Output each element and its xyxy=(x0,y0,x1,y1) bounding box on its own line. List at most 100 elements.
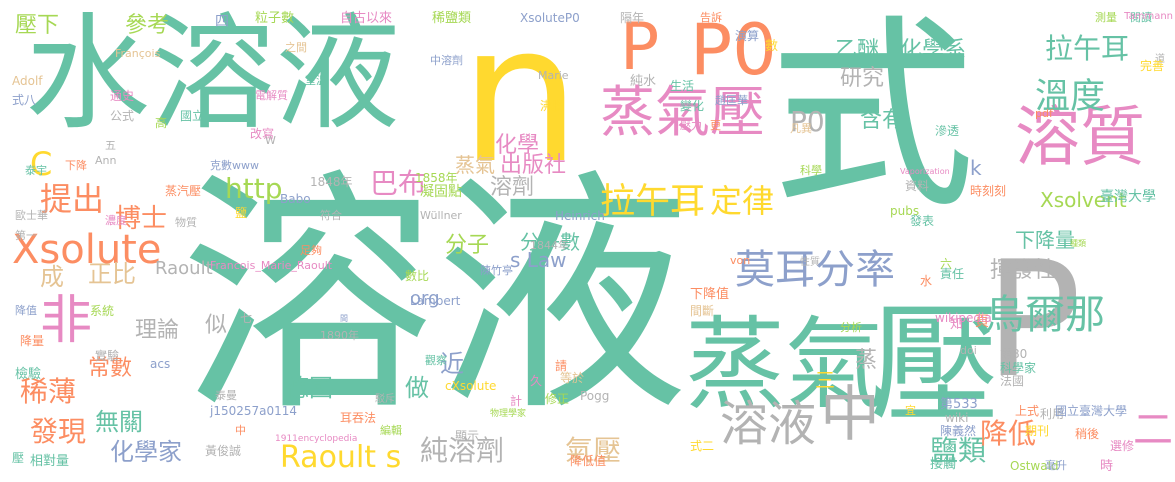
word-10: 溶質 xyxy=(1015,100,1146,175)
word-59: 無關 xyxy=(95,408,143,436)
word-58: 發現 xyxy=(30,415,87,448)
word-60: 化學家 xyxy=(110,438,182,466)
word-14: 非 xyxy=(40,291,93,351)
word-100: 電解質 xyxy=(255,89,288,102)
word-171: 宜 xyxy=(905,404,916,417)
word-129: 第一 xyxy=(15,229,37,242)
word-6: 蒸氣 xyxy=(685,306,885,423)
word-xsolutep0-75: XsoluteP0 xyxy=(520,11,580,25)
word-1890-151: 1890年 xyxy=(320,329,359,342)
word-78: 演算 xyxy=(735,29,760,43)
word-145: 間斷 xyxy=(690,304,715,318)
word-16: 烏爾那 xyxy=(985,292,1105,338)
word-1844-131: 1844年 xyxy=(530,239,569,252)
word-90: 純水 xyxy=(630,74,657,89)
word-marie-89: Marie xyxy=(538,69,569,82)
word-128: 發表 xyxy=(910,214,935,228)
word-183: 期刊 xyxy=(1025,424,1050,438)
word-71: 四 xyxy=(215,14,229,30)
word-107: 凡異 xyxy=(790,122,812,135)
word-org-42: org xyxy=(410,288,440,309)
word-12: 溶液 xyxy=(720,396,817,452)
word-raoult-s-43: Raoult s xyxy=(280,440,402,475)
word-s-law-41: s Law xyxy=(510,248,567,272)
word-xsolute-13: Xsolute xyxy=(12,227,162,273)
word-pogg-163: Pogg xyxy=(580,389,610,403)
word-47: 降低 xyxy=(980,417,1037,450)
word-192: 時 xyxy=(1100,459,1114,474)
word-116: 資料 xyxy=(905,179,930,193)
word-178: 國立臺灣大學 xyxy=(1055,404,1128,418)
word-150: 知 xyxy=(950,317,964,332)
word-109: 滲透 xyxy=(935,124,960,138)
word-99: 國立 xyxy=(180,109,205,123)
word-84: 完善 xyxy=(1140,59,1165,73)
word-0: 式 xyxy=(770,0,975,236)
word-190: 接觸 xyxy=(930,457,957,472)
word-153: 實驗 xyxy=(95,349,120,363)
word-69: 壓下 xyxy=(15,13,60,38)
word-j150257a0114-172: j150257a0114 xyxy=(210,404,298,418)
word-n-3: n xyxy=(460,0,581,205)
word-148: 間 xyxy=(340,314,348,323)
word-17: 溫度 xyxy=(1035,77,1106,117)
word-76: 隔年 xyxy=(620,11,645,25)
word-64: 蒸 xyxy=(855,348,878,373)
word-c-32: C xyxy=(30,145,53,183)
word-169: 修正 xyxy=(545,392,570,406)
word-21: 研究 xyxy=(840,66,885,91)
word-pubs-118: pubs xyxy=(890,204,920,218)
word-pdf-108: pdf xyxy=(1035,107,1053,120)
word-38: 凝固點 xyxy=(420,184,462,200)
word-176: 陳義然 xyxy=(940,424,977,438)
word-152: 分析 xyxy=(840,321,862,334)
word-93: 趙匡華 xyxy=(715,94,748,107)
word-20: 化學系 xyxy=(900,38,967,63)
word-179: 中 xyxy=(235,424,246,437)
word-wiki-175: wiki xyxy=(945,411,969,425)
word-49: 下降量 xyxy=(1015,228,1075,252)
word-34: 博士 xyxy=(115,204,168,234)
word-164: 法國 xyxy=(1000,374,1025,388)
word-138: 六 xyxy=(940,257,953,271)
word-165: 上式 xyxy=(1015,404,1040,418)
word-125: 物質 xyxy=(175,216,197,229)
word-heinrich-127: Heinrich xyxy=(555,209,605,223)
word-67: 頁 xyxy=(975,314,989,330)
word-raoult-35: Raoult xyxy=(155,258,213,279)
word-83: 道 xyxy=(1155,54,1165,65)
word-88: 中溶劑 xyxy=(430,54,463,67)
word-p-4: P xyxy=(620,10,660,85)
word-39: 分子 xyxy=(445,233,490,258)
word-p0-22: P0 xyxy=(790,105,825,138)
word-1: 溶液 xyxy=(180,149,691,446)
word-xsolvent-50: Xsolvent xyxy=(1040,188,1127,212)
word-533-170: 第533 xyxy=(940,397,978,412)
word-40: 分子數 xyxy=(520,230,580,254)
word-101: 沸騰 xyxy=(540,99,565,113)
word-fran-ois-85: François xyxy=(115,47,161,60)
word-181: 編輯 xyxy=(380,424,402,437)
word-7: 壓 xyxy=(870,289,1001,441)
word-26: 化學 xyxy=(495,133,540,158)
word-174: 物理學家 xyxy=(490,409,527,419)
word-1911encyclopedia-180: 1911encyclopedia xyxy=(275,434,358,444)
word-177: 利用 xyxy=(1040,407,1065,421)
word-cxsolute-161: cXsolute xyxy=(445,379,497,393)
word-p0-5: P0 xyxy=(690,9,777,91)
word-182: 顯示 xyxy=(455,429,480,443)
word-ann-112: Ann xyxy=(95,154,117,167)
word-15: 莫耳分率 xyxy=(735,247,895,293)
word-p-8: P xyxy=(985,226,1082,413)
word-185: 壓 xyxy=(12,451,25,465)
word-74: 稀鹽類 xyxy=(432,11,472,26)
word-114: 泰宇 xyxy=(25,164,47,177)
word-146: 降量 xyxy=(20,334,45,348)
word-113: 下降 xyxy=(65,159,87,172)
word-80: 測量 xyxy=(1095,11,1117,24)
word-66: 二 xyxy=(1133,407,1173,453)
word-48: 揮發性 xyxy=(990,258,1057,283)
word-70: 參考 xyxy=(125,13,170,38)
word-52: 成 xyxy=(40,263,64,291)
word-92: 變化 xyxy=(680,99,705,113)
